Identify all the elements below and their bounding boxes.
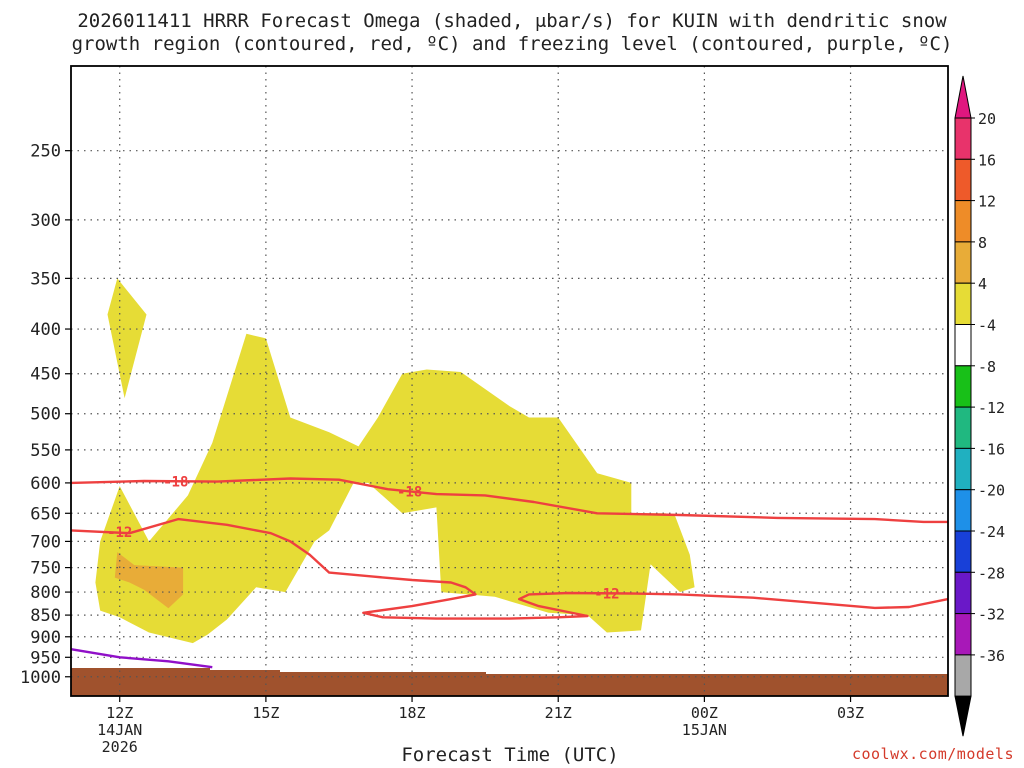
terrain-fill (71, 668, 948, 696)
colorbar-label: 4 (978, 275, 987, 293)
colorbar-label: -20 (978, 482, 1005, 500)
colorbar-label: 12 (978, 193, 996, 211)
colorbar-label: 16 (978, 151, 996, 169)
terrain-layer (71, 668, 948, 696)
x-tick-label: 21Z (545, 704, 572, 722)
omega-region-2 (114, 552, 184, 609)
y-tick-label: 1000 (20, 668, 61, 688)
colorbar-swatch (954, 613, 972, 656)
x-tick-label: 15Z (252, 704, 279, 722)
isotherm-label: -12 (107, 525, 132, 541)
colorbar-label: -8 (978, 358, 996, 376)
y-tick-label: 500 (30, 405, 61, 425)
colorbar-swatch (954, 406, 972, 449)
y-tick-label: 650 (30, 504, 61, 524)
colorbar-swatch (954, 117, 972, 160)
isotherm-label: -12 (594, 587, 619, 603)
y-tick-label: 400 (30, 320, 61, 340)
colorbar-swatch (954, 200, 972, 243)
credit-link[interactable]: coolwx.com/models (851, 745, 1014, 763)
plot-border (70, 65, 949, 697)
y-tick-label: 300 (30, 211, 61, 231)
colorbar-label: 8 (978, 234, 987, 252)
y-tick-label: 950 (30, 648, 61, 668)
grid-layer (71, 66, 948, 696)
colorbar-label: -16 (978, 440, 1005, 458)
colorbar-label: -12 (978, 399, 1005, 417)
isotherm-line (70, 517, 949, 620)
y-tick-label: 700 (30, 532, 61, 552)
plot-frame (70, 65, 949, 697)
x-tick-label: 12Z (106, 704, 133, 722)
colorbar-swatch (954, 571, 972, 615)
colorbar-swatch (954, 158, 972, 202)
colorbar-swatch (954, 241, 972, 284)
colorbar-label: -28 (978, 564, 1005, 582)
colorbar-swatch (954, 447, 972, 491)
colorbar-swatch (954, 489, 972, 532)
colorbar-swatch (954, 365, 972, 408)
x-axis-title: Forecast Time (UTC) (401, 744, 619, 766)
x-tick-label: 00Z (691, 704, 718, 722)
colorbar-label: 20 (978, 110, 996, 128)
y-tick-label: 450 (30, 365, 61, 385)
omega-region-1 (95, 333, 695, 644)
isotherm-label: -18 (397, 485, 422, 501)
colorbar-bottom-arrow (954, 695, 972, 737)
colorbar-label: -32 (978, 606, 1005, 624)
colorbar-swatch (954, 282, 972, 326)
y-tick-label: 900 (30, 628, 61, 648)
x-tick-label: 03Z (837, 704, 864, 722)
colorbar-swatch (954, 530, 972, 573)
title-line-2: growth region (contoured, red, ºC) and f… (71, 33, 953, 55)
x-tick-label: 18Z (399, 704, 426, 722)
y-axis: 2503003504004505005506006507007508008509… (20, 142, 71, 688)
colorbar-swatch (954, 654, 972, 697)
chart-title: 2026011411 HRRR Forecast Omega (shaded, … (0, 0, 1024, 66)
y-tick-label: 850 (30, 606, 61, 626)
colorbar-swatch (954, 324, 972, 367)
y-tick-label: 750 (30, 559, 61, 579)
colorbar-label: -36 (978, 647, 1005, 665)
y-tick-label: 600 (30, 474, 61, 494)
isotherm-label: -18 (163, 475, 188, 491)
colorbar-label: -4 (978, 317, 996, 335)
isotherm-line (70, 477, 948, 524)
y-tick-label: 550 (30, 441, 61, 461)
colorbar-top-arrow (954, 75, 972, 119)
isotherm-layer: -18 -18 -12 -12 (70, 475, 949, 669)
title-line-1: 2026011411 HRRR Forecast Omega (shaded, … (77, 10, 947, 32)
omega-shading-layer (95, 278, 695, 644)
isotherm-line (70, 648, 213, 669)
x-tick-year: 2026 (102, 738, 138, 756)
x-tick-date: 14JAN (97, 721, 142, 739)
omega-region-0 (107, 278, 147, 399)
y-tick-label: 800 (30, 583, 61, 603)
colorbar: 20 16 12 8 4 -4 -8 -12 -16 -20 -24 -28 -32 -36 (954, 75, 1005, 737)
x-tick-date: 15JAN (682, 721, 727, 739)
y-tick-label: 250 (30, 142, 61, 162)
colorbar-label: -24 (978, 523, 1005, 541)
y-tick-label: 350 (30, 269, 61, 289)
